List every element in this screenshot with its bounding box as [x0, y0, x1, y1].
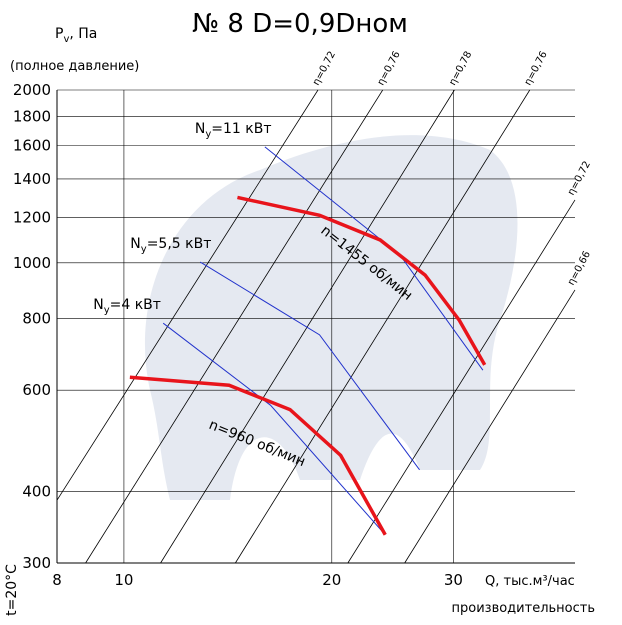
y-tick-label: 1800	[13, 107, 51, 125]
efficiency-label: η=0,66	[566, 250, 593, 288]
y-tick-label: 1400	[13, 170, 51, 188]
x-tick-label: 20	[322, 571, 341, 589]
x-tick-label: 8	[52, 571, 62, 589]
power-label-rest: =4 кВт	[110, 297, 161, 313]
y-tick-label: 1200	[13, 208, 51, 226]
y-tick-label: 300	[22, 554, 51, 572]
efficiency-label: η=0,72	[311, 50, 338, 88]
chart-title: № 8 D=0,9Dном	[192, 9, 408, 39]
power-label-main: N	[93, 297, 103, 313]
y-label-note: (полное давление)	[10, 59, 139, 74]
y-tick-label: 800	[22, 309, 51, 327]
x-label-note: производительность	[452, 601, 596, 616]
power-label-rest: =11 кВт	[211, 121, 271, 137]
efficiency-label: η=0,76	[376, 50, 403, 88]
y-tick-label: 1000	[13, 254, 51, 272]
y-tick-label: 2000	[13, 81, 51, 99]
power-label-main: N	[195, 121, 205, 137]
y-tick-label: 600	[22, 381, 51, 399]
y-tick-label: 1600	[13, 137, 51, 155]
x-tick-label: 10	[114, 571, 133, 589]
temperature: t=20°C	[4, 564, 20, 616]
x-tick-label: 30	[444, 571, 463, 589]
x-label: Q, тыс.м³/час	[485, 574, 575, 589]
y-label: Pv, Па	[55, 26, 97, 45]
power-label-rest: =5,5 кВт	[147, 236, 212, 252]
y-tick-label: 400	[22, 482, 51, 500]
efficiency-label: η=0,72	[566, 159, 593, 197]
efficiency-label: η=0,78	[447, 50, 474, 88]
y-label-main: P	[55, 26, 63, 42]
power-label-main: N	[130, 236, 140, 252]
power-label: Ny=11 кВт	[195, 121, 272, 140]
chart: № 8 D=0,9Dном (полное давление) производ…	[0, 0, 622, 625]
y-label-rest: , Па	[69, 26, 97, 42]
efficiency-label: η=0,76	[523, 50, 550, 88]
